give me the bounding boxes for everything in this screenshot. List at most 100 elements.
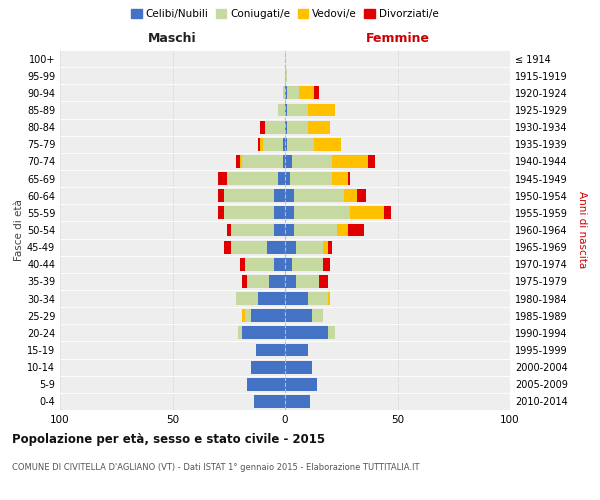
Bar — [274, 190, 285, 202]
Bar — [285, 240, 296, 254]
Bar — [314, 138, 341, 150]
Bar — [258, 292, 285, 305]
Bar — [231, 224, 274, 236]
Bar — [285, 395, 310, 408]
Bar — [323, 240, 328, 254]
Bar — [384, 206, 391, 220]
Bar — [274, 224, 285, 236]
Bar — [308, 120, 330, 134]
Bar — [285, 120, 287, 134]
Bar — [251, 310, 285, 322]
Bar — [314, 86, 319, 100]
Bar — [285, 138, 287, 150]
Bar — [242, 310, 245, 322]
Bar — [287, 138, 314, 150]
Bar — [235, 292, 258, 305]
Bar — [278, 104, 285, 117]
Bar — [287, 86, 299, 100]
Bar — [265, 120, 285, 134]
Text: Popolazione per età, sesso e stato civile - 2015: Popolazione per età, sesso e stato civil… — [12, 432, 325, 446]
Bar — [247, 378, 285, 390]
Bar — [269, 275, 285, 288]
Bar — [287, 104, 308, 117]
Bar — [285, 70, 287, 82]
Bar — [245, 258, 274, 270]
Bar — [343, 190, 357, 202]
Bar — [312, 310, 323, 322]
Bar — [348, 224, 364, 236]
Bar — [285, 155, 292, 168]
Bar — [258, 138, 260, 150]
Bar — [283, 86, 285, 100]
Bar — [328, 292, 330, 305]
Bar — [294, 224, 337, 236]
Bar — [296, 275, 319, 288]
Bar — [308, 104, 335, 117]
Bar — [245, 310, 251, 322]
Bar — [319, 275, 328, 288]
Bar — [328, 240, 332, 254]
Bar — [368, 155, 375, 168]
Bar — [263, 138, 283, 150]
Bar — [235, 155, 240, 168]
Bar — [285, 292, 308, 305]
Bar — [348, 172, 350, 185]
Bar — [227, 172, 278, 185]
Bar — [285, 360, 312, 374]
Bar — [308, 292, 328, 305]
Bar — [224, 240, 231, 254]
Bar — [260, 138, 263, 150]
Bar — [285, 86, 287, 100]
Bar — [242, 326, 285, 340]
Bar — [285, 275, 296, 288]
Bar — [267, 240, 285, 254]
Bar — [294, 190, 343, 202]
Bar — [357, 190, 366, 202]
Bar — [285, 310, 312, 322]
Text: Maschi: Maschi — [148, 32, 197, 45]
Bar — [240, 258, 245, 270]
Bar — [238, 326, 242, 340]
Bar — [283, 155, 285, 168]
Text: Femmine: Femmine — [365, 32, 430, 45]
Bar — [292, 155, 332, 168]
Bar — [299, 86, 314, 100]
Bar — [294, 206, 350, 220]
Bar — [224, 206, 274, 220]
Bar — [292, 258, 323, 270]
Bar — [218, 172, 227, 185]
Bar — [285, 224, 294, 236]
Bar — [260, 120, 265, 134]
Bar — [218, 190, 224, 202]
Bar — [323, 258, 330, 270]
Bar — [285, 326, 328, 340]
Bar — [256, 344, 285, 356]
Bar — [283, 138, 285, 150]
Bar — [285, 104, 287, 117]
Bar — [332, 172, 348, 185]
Bar — [332, 155, 368, 168]
Bar — [285, 378, 317, 390]
Bar — [274, 206, 285, 220]
Bar — [350, 206, 384, 220]
Bar — [285, 206, 294, 220]
Bar — [278, 172, 285, 185]
Bar — [337, 224, 348, 236]
Bar — [254, 395, 285, 408]
Y-axis label: Fasce di età: Fasce di età — [14, 199, 24, 261]
Bar — [251, 360, 285, 374]
Bar — [290, 172, 332, 185]
Text: COMUNE DI CIVITELLA D'AGLIANO (VT) - Dati ISTAT 1° gennaio 2015 - Elaborazione T: COMUNE DI CIVITELLA D'AGLIANO (VT) - Dat… — [12, 462, 419, 471]
Bar — [274, 258, 285, 270]
Bar — [296, 240, 323, 254]
Bar — [240, 155, 242, 168]
Bar — [231, 240, 267, 254]
Bar — [227, 224, 231, 236]
Bar — [285, 344, 308, 356]
Bar — [285, 172, 290, 185]
Bar — [242, 275, 247, 288]
Y-axis label: Anni di nascita: Anni di nascita — [577, 192, 587, 268]
Bar — [285, 190, 294, 202]
Bar — [287, 120, 308, 134]
Bar — [328, 326, 335, 340]
